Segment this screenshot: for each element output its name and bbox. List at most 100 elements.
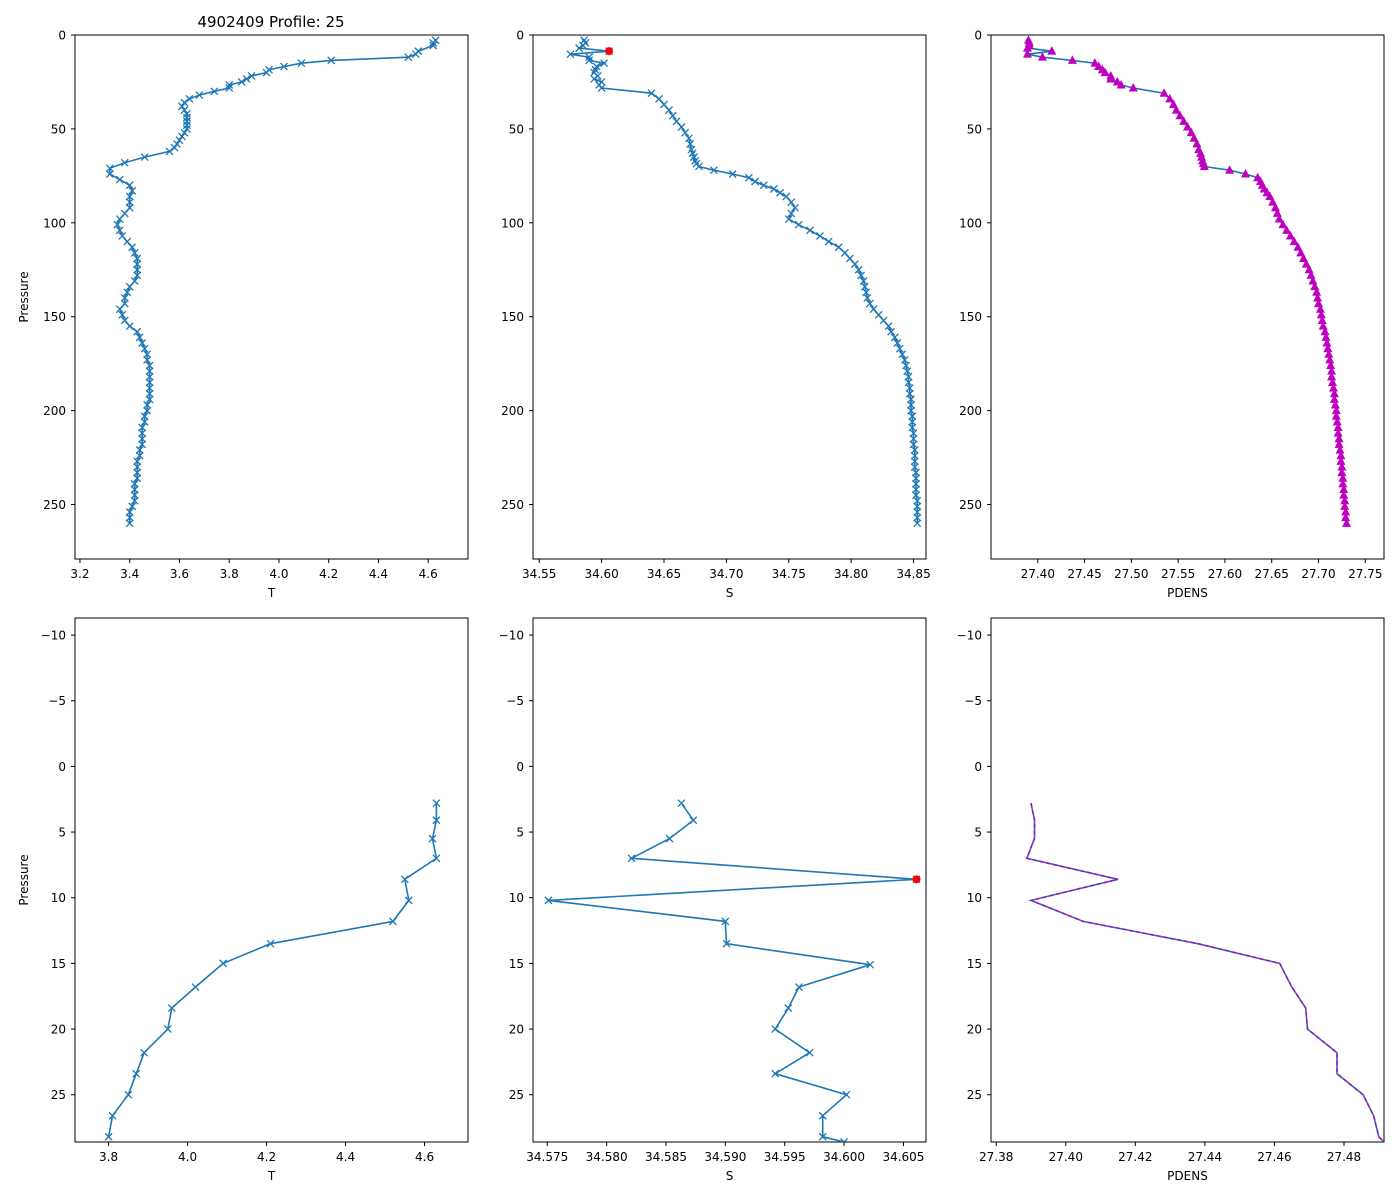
data-point-stroke bbox=[125, 181, 134, 190]
x-tick-label: 34.70 bbox=[709, 567, 743, 581]
data-point-stroke bbox=[909, 429, 918, 438]
data-point bbox=[834, 243, 843, 252]
data-point-stroke bbox=[887, 327, 896, 336]
data-point-stroke bbox=[908, 417, 917, 426]
axes-frame bbox=[532, 617, 927, 1143]
data-point bbox=[1331, 411, 1341, 420]
data-point-stroke bbox=[908, 412, 917, 421]
data-point-stroke bbox=[782, 192, 791, 201]
data-point bbox=[1340, 495, 1350, 505]
data-point-stroke bbox=[130, 496, 139, 505]
data-point bbox=[130, 496, 139, 505]
data-point-stroke bbox=[681, 128, 690, 137]
y-tick-label: 100 bbox=[501, 216, 524, 230]
data-point bbox=[404, 896, 413, 905]
data-point bbox=[145, 367, 154, 376]
data-point bbox=[794, 983, 803, 991]
axes-frame bbox=[74, 617, 469, 1143]
data-point bbox=[1328, 377, 1338, 386]
data-point bbox=[863, 293, 872, 302]
data-point-stroke bbox=[388, 917, 397, 926]
x-tick-label: 4.4 bbox=[369, 567, 388, 581]
data-point bbox=[262, 68, 271, 77]
data-point-stroke bbox=[432, 799, 441, 808]
data-point bbox=[432, 799, 441, 808]
data-point-stroke bbox=[898, 350, 907, 359]
data-point bbox=[180, 106, 189, 115]
data-point-stroke bbox=[805, 1048, 814, 1057]
y-tick-label: 100 bbox=[43, 216, 66, 230]
data-point bbox=[722, 939, 731, 948]
data-point bbox=[1323, 343, 1333, 353]
y-tick-label: 150 bbox=[43, 310, 66, 324]
x-tick-label: 3.8 bbox=[220, 567, 239, 581]
data-point bbox=[1171, 105, 1181, 114]
data-point-stroke bbox=[145, 372, 154, 381]
data-point-stroke bbox=[180, 128, 189, 137]
data-point bbox=[177, 132, 186, 141]
data-point-stroke bbox=[128, 502, 137, 511]
data-point bbox=[135, 451, 144, 460]
data-point bbox=[123, 288, 132, 297]
data-point bbox=[728, 170, 737, 178]
data-point-stroke bbox=[180, 106, 189, 115]
x-tick-label: 27.40 bbox=[1049, 1150, 1083, 1164]
x-tick-label: 34.55 bbox=[522, 567, 556, 581]
y-axis-label: Pressure bbox=[17, 854, 31, 905]
data-point bbox=[182, 124, 191, 133]
y-tick-label: 200 bbox=[501, 404, 524, 418]
data-point-stroke bbox=[191, 983, 200, 991]
y-tick-label: 200 bbox=[959, 404, 982, 418]
data-point bbox=[776, 188, 784, 197]
data-point-stroke bbox=[133, 254, 142, 263]
x-tick-label: 34.60 bbox=[584, 567, 618, 581]
data-point bbox=[170, 143, 179, 152]
data-point-stroke bbox=[125, 513, 134, 522]
data-point-stroke bbox=[857, 271, 866, 280]
data-point-stroke bbox=[262, 68, 271, 77]
data-point-stroke bbox=[115, 305, 124, 314]
y-tick-label: 50 bbox=[967, 122, 982, 136]
data-point-stroke bbox=[177, 132, 186, 141]
data-point-stroke bbox=[910, 451, 919, 460]
data-point-stroke bbox=[167, 1004, 176, 1013]
data-point bbox=[1322, 338, 1332, 347]
x-tick-label: 34.575 bbox=[526, 1150, 568, 1164]
data-point bbox=[113, 220, 122, 229]
data-point-stroke bbox=[404, 896, 413, 905]
figure-title: 4902409 Profile: 25 bbox=[197, 13, 344, 31]
data-point-stroke bbox=[115, 175, 124, 184]
data-point-stroke bbox=[125, 198, 134, 207]
data-point bbox=[143, 401, 152, 409]
data-point bbox=[1312, 287, 1322, 296]
x-tick-label: 27.45 bbox=[1067, 567, 1101, 581]
x-tick-label: 27.46 bbox=[1257, 1150, 1291, 1164]
data-point bbox=[128, 243, 137, 252]
data-point-stroke bbox=[133, 271, 142, 280]
data-point bbox=[1339, 484, 1349, 494]
data-point bbox=[1299, 253, 1309, 262]
data-point-stroke bbox=[125, 508, 134, 517]
data-point bbox=[1022, 49, 1032, 58]
data-point bbox=[759, 181, 768, 190]
data-point-stroke bbox=[627, 854, 636, 863]
data-point-stroke bbox=[130, 491, 139, 500]
data-point-stroke bbox=[140, 417, 149, 426]
data-point-stroke bbox=[279, 62, 288, 71]
data-point-stroke bbox=[165, 147, 174, 156]
data-point bbox=[566, 50, 575, 59]
data-point-stroke bbox=[694, 162, 703, 171]
data-point bbox=[1329, 388, 1339, 398]
data-point bbox=[842, 1090, 851, 1099]
x-tick-label: 34.580 bbox=[586, 1150, 628, 1164]
data-point-stroke bbox=[133, 260, 142, 269]
data-point-stroke bbox=[912, 479, 920, 488]
data-point-stroke bbox=[910, 446, 919, 455]
data-point bbox=[600, 59, 609, 68]
data-point-stroke bbox=[845, 254, 854, 263]
data-point-stroke bbox=[175, 136, 184, 145]
data-point bbox=[909, 429, 918, 438]
data-point bbox=[818, 1132, 827, 1141]
y-tick-label: −5 bbox=[506, 694, 524, 708]
data-point-stroke bbox=[677, 799, 686, 808]
